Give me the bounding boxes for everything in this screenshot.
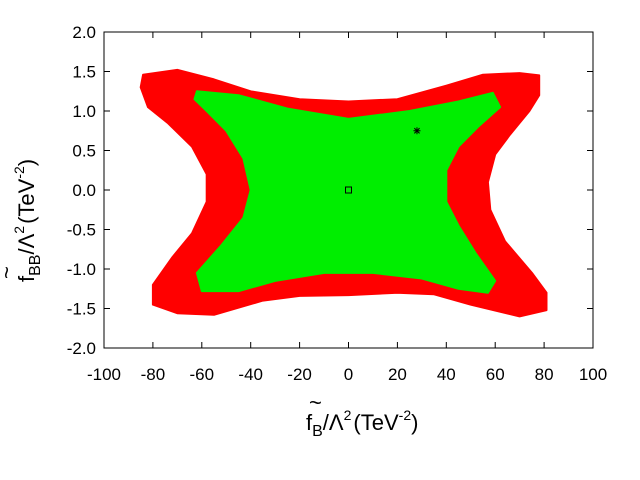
- y-tick-label: 2.0: [72, 23, 96, 42]
- y-tick-label: 1.0: [72, 102, 96, 121]
- y-axis-ticks: 2.0 1.5 1.0 0.5 0.0 -0.5 -1.0 -1.5 -2.0: [67, 23, 593, 358]
- y-label-base: f: [14, 275, 39, 282]
- x-label-unit: (TeV: [353, 410, 399, 435]
- x-tick-label: -80: [141, 365, 166, 384]
- y-tick-label: 0.0: [72, 181, 96, 200]
- x-tick-label: -60: [190, 365, 215, 384]
- x-label-lambda-exp: 2: [344, 407, 352, 423]
- x-label-base: f: [306, 410, 313, 435]
- y-label-unit-exp: -2: [11, 166, 27, 179]
- y-label-tilde: ~: [0, 266, 19, 279]
- markers: [345, 127, 421, 194]
- contour-region-1: [193, 90, 502, 294]
- x-tick-label: 80: [535, 365, 554, 384]
- y-tick-label: -1.5: [67, 300, 96, 319]
- y-tick-label: -0.5: [67, 221, 96, 240]
- y-label-unit: (TeV: [14, 178, 39, 224]
- x-tick-label: 60: [486, 365, 505, 384]
- x-tick-label: -100: [87, 365, 121, 384]
- x-tick-label: 20: [388, 365, 407, 384]
- y-tick-label: 1.5: [72, 63, 96, 82]
- svg-text:fB/Λ2(TeV-2): fB/Λ2(TeV-2): [306, 407, 418, 440]
- allowed-regions: [139, 68, 548, 318]
- x-tick-label: -40: [238, 365, 263, 384]
- y-label-sub: BB: [27, 255, 44, 276]
- y-label-close: ): [14, 159, 39, 166]
- x-label-tilde: ~: [309, 390, 322, 415]
- x-axis-label: ~ fB/Λ2(TeV-2): [306, 390, 418, 440]
- y-tick-label: 0.5: [72, 142, 96, 161]
- x-label-lambda: /Λ: [323, 410, 344, 435]
- x-tick-label: -20: [287, 365, 312, 384]
- y-tick-label: -2.0: [67, 339, 96, 358]
- x-axis-ticks: -100 -80 -60 -40 -20 0 20 40 60 80 100: [87, 32, 607, 384]
- x-label-sub: B: [312, 423, 323, 440]
- y-tick-label: -1.0: [67, 260, 96, 279]
- y-axis-label: ~ fBB/Λ2 (TeV-2): [0, 159, 44, 282]
- svg-text:fBB/Λ2(TeV-2): fBB/Λ2 (TeV-2): [11, 159, 44, 282]
- star-marker: [413, 127, 421, 135]
- x-label-close: ): [411, 410, 418, 435]
- y-label-lambda: /Λ: [14, 233, 39, 254]
- x-label-unit-exp: -2: [399, 407, 412, 423]
- y-label-lambda-exp: 2: [11, 226, 27, 234]
- x-tick-label: 40: [437, 365, 456, 384]
- square-marker: [345, 186, 352, 194]
- x-tick-label: 100: [579, 365, 607, 384]
- x-tick-label: 0: [344, 365, 353, 384]
